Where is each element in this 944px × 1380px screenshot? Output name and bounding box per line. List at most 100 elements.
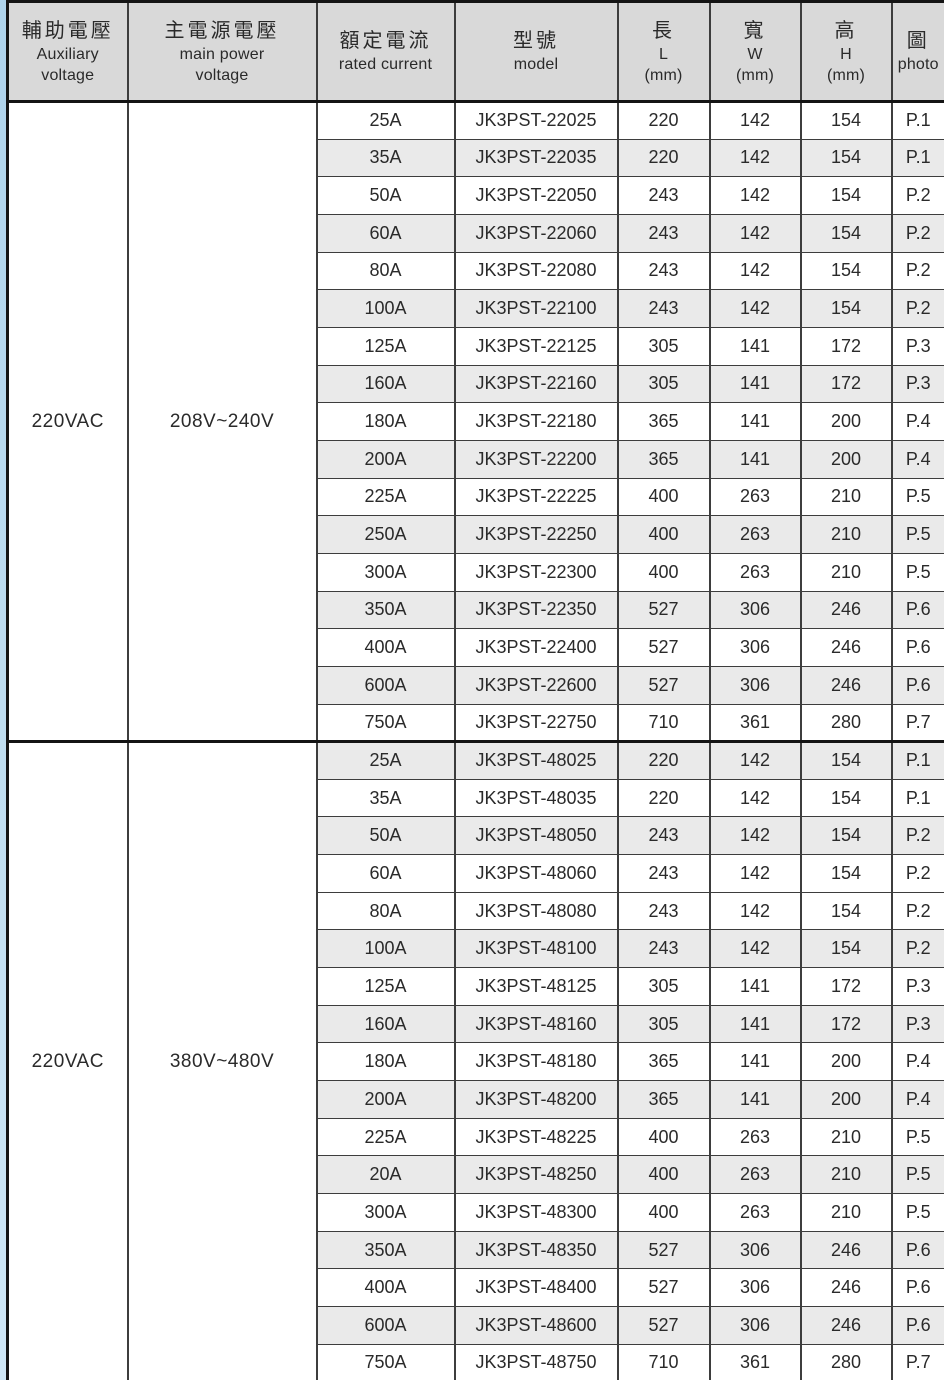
cell-width: 306 (708, 665, 802, 705)
cell-height: 246 (799, 1268, 893, 1307)
cell-length: 527 (616, 1268, 711, 1307)
cell-photo: P.1 (890, 101, 944, 140)
cell-photo: P.2 (890, 891, 944, 931)
col-header-photo-zh: 圖 (906, 30, 930, 52)
cell-rated-current: 200A (315, 439, 456, 479)
cell-photo: P.5 (890, 552, 944, 592)
cell-height: 280 (799, 1343, 893, 1380)
col-header-height-line2: (mm) (826, 66, 866, 84)
cell-length: 400 (616, 552, 711, 592)
cell-photo: P.3 (890, 326, 944, 366)
cell-length: 527 (616, 665, 711, 705)
cell-length: 220 (616, 138, 711, 178)
cell-width: 263 (708, 552, 802, 592)
col-header-main-power-voltage-line2: voltage (195, 66, 249, 84)
cell-length: 400 (616, 1117, 711, 1157)
col-header-length-line1: L (658, 45, 669, 63)
page-left-margin-strip (0, 0, 6, 1380)
cell-rated-current: 225A (315, 1117, 456, 1157)
cell-height: 280 (799, 703, 893, 743)
table-row: 80A JK3PST-48080 243 142 154 P.2 (8, 891, 944, 931)
table-row: 60A JK3PST-22060 243 142 154 P.2 (8, 213, 944, 253)
cell-width: 142 (708, 251, 802, 291)
cell-photo: P.5 (890, 477, 944, 517)
table-row: 100A JK3PST-48100 243 142 154 P.2 (8, 929, 944, 969)
table-row: 400A JK3PST-22400 527 306 246 P.6 (8, 628, 944, 667)
table-row: 200A JK3PST-48200 365 141 200 P.4 (8, 1080, 944, 1119)
table-row: 350A JK3PST-22350 527 306 246 P.6 (8, 590, 944, 630)
cell-rated-current: 35A (315, 778, 456, 818)
cell-photo: P.2 (890, 289, 944, 328)
cell-height: 210 (799, 477, 893, 517)
cell-height: 246 (799, 1306, 893, 1345)
cell-photo: P.7 (890, 703, 944, 743)
cell-rated-current: 100A (315, 289, 456, 328)
cell-length: 400 (616, 1155, 711, 1195)
cell-rated-current: 50A (315, 176, 456, 215)
cell-length: 365 (616, 1080, 711, 1119)
col-header-rated-current-line1: rated current (338, 56, 433, 73)
cell-height: 172 (799, 364, 893, 404)
cell-height: 210 (799, 1193, 893, 1232)
cell-height: 210 (799, 1117, 893, 1157)
cell-width: 142 (708, 854, 802, 893)
cell-photo: P.1 (890, 778, 944, 818)
cell-model: JK3PST-22200 (453, 439, 619, 479)
cell-width: 142 (708, 816, 802, 856)
cell-rated-current: 160A (315, 1004, 456, 1044)
cell-model: JK3PST-22080 (453, 251, 619, 291)
cell-rated-current: 250A (315, 515, 456, 554)
cell-height: 200 (799, 1042, 893, 1082)
table-row: 160A JK3PST-48160 305 141 172 P.3 (8, 1004, 944, 1044)
cell-width: 142 (708, 891, 802, 931)
cell-length: 243 (616, 176, 711, 215)
table-row: 350A JK3PST-48350 527 306 246 P.6 (8, 1230, 944, 1270)
cell-model: JK3PST-22035 (453, 138, 619, 178)
cell-length: 243 (616, 289, 711, 328)
cell-photo: P.6 (890, 1230, 944, 1270)
cell-width: 306 (708, 1268, 802, 1307)
cell-length: 220 (616, 740, 711, 780)
cell-height: 154 (799, 101, 893, 140)
cell-width: 141 (708, 402, 802, 441)
cell-rated-current: 25A (315, 101, 456, 140)
table-row: 160A JK3PST-22160 305 141 172 P.3 (8, 364, 944, 404)
cell-rated-current: 600A (315, 1306, 456, 1345)
col-header-photo: 圖 photo (890, 1, 944, 103)
cell-photo: P.7 (890, 1343, 944, 1380)
cell-height: 200 (799, 439, 893, 479)
cell-model: JK3PST-48100 (453, 929, 619, 969)
cell-photo: P.1 (890, 138, 944, 178)
cell-length: 220 (616, 778, 711, 818)
table-row: 125A JK3PST-22125 305 141 172 P.3 (8, 326, 944, 366)
cell-rated-current: 180A (315, 1042, 456, 1082)
col-header-auxiliary-voltage-zh: 輔助電壓 (21, 19, 114, 42)
cell-height: 154 (799, 740, 893, 780)
cell-model: JK3PST-22300 (453, 552, 619, 592)
cell-width: 263 (708, 477, 802, 517)
col-header-main-power-voltage-line1: main power (179, 45, 265, 63)
cell-width: 141 (708, 364, 802, 404)
col-header-height: 高 H (mm) (799, 1, 893, 103)
cell-photo: P.6 (890, 665, 944, 705)
cell-height: 154 (799, 289, 893, 328)
cell-length: 400 (616, 1193, 711, 1232)
cell-width: 141 (708, 1042, 802, 1082)
cell-height: 210 (799, 515, 893, 554)
cell-height: 154 (799, 251, 893, 291)
cell-rated-current: 750A (315, 703, 456, 743)
cell-height: 172 (799, 326, 893, 366)
cell-rated-current: 400A (315, 628, 456, 667)
col-header-length-line2: (mm) (644, 66, 683, 84)
cell-model: JK3PST-48180 (453, 1042, 619, 1082)
table-row: 220VAC 208V~240V 25A JK3PST-22025 220 142 154 P… (6, 100, 944, 743)
cell-width: 263 (708, 1117, 802, 1157)
cell-model: JK3PST-22060 (453, 213, 619, 253)
cell-height: 246 (799, 1230, 893, 1270)
cell-width: 306 (708, 628, 802, 667)
cell-height: 200 (799, 1080, 893, 1119)
table-row: 60A JK3PST-48060 243 142 154 P.2 (8, 854, 944, 893)
cell-width: 142 (708, 778, 802, 818)
cell-photo: P.6 (890, 590, 944, 630)
col-header-main-power-voltage: 主電源電壓 main power voltage (126, 1, 318, 103)
